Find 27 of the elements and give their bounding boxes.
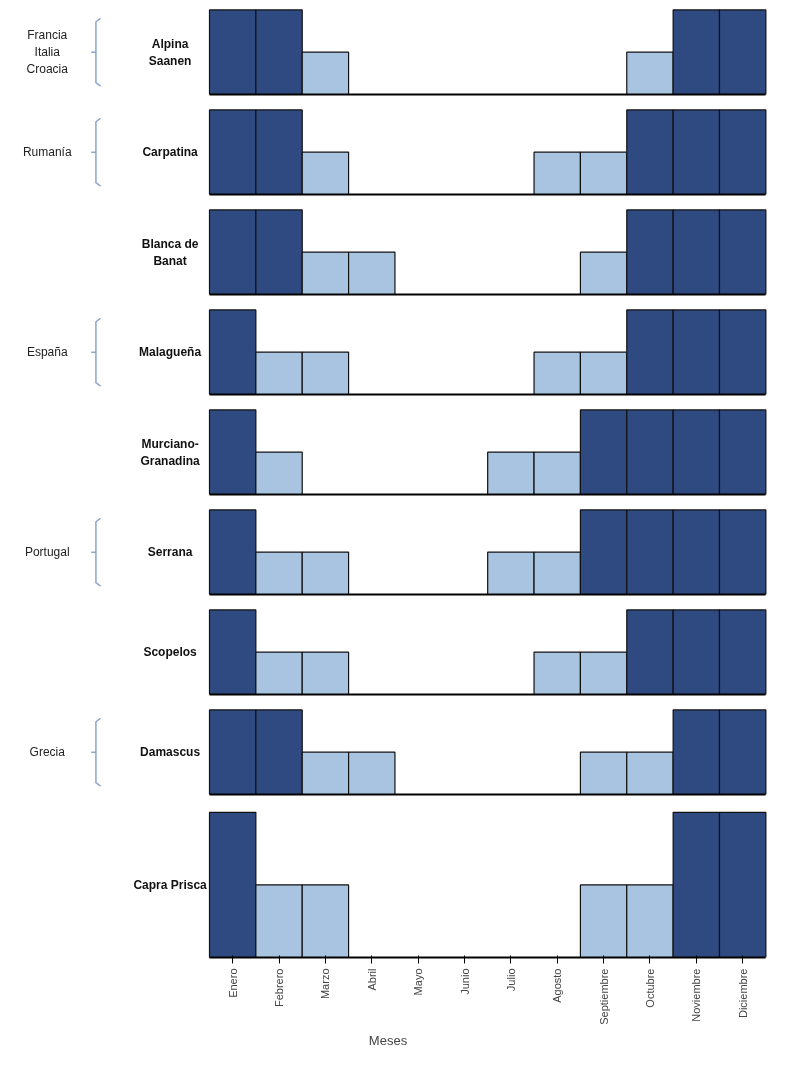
x-tick-label: Marzo (319, 968, 332, 1000)
y-axis-title: Damascus (140, 745, 201, 760)
text: Portugal (24, 545, 70, 560)
x-tick-label: Febrero (273, 968, 286, 1008)
x-tick-label: Agosto (551, 968, 564, 1003)
y-axis-title: Capra Prisca (133, 877, 208, 892)
x-tick-label: Junio (458, 968, 471, 995)
x-tick-label: Mayo (412, 968, 425, 996)
x-axis-title: Meses (368, 1032, 408, 1048)
y-axis-title: Murciano- Granadina (140, 436, 201, 468)
text: España (26, 345, 68, 360)
y-axis-title: Malagueña (139, 345, 202, 360)
x-tick-label: Septiembre (597, 968, 610, 1025)
text: Francia Italia Croacia (26, 28, 69, 76)
y-axis-title: Alpina Saanen (148, 36, 192, 68)
text: Rumanía (22, 145, 72, 160)
x-tick-label: Octubre (643, 968, 656, 1008)
x-tick-label: Enero (226, 968, 239, 998)
x-tick-label: Julio (504, 968, 517, 992)
x-tick-label: Diciembre (736, 968, 749, 1019)
x-tick-label: Noviembre (690, 968, 703, 1022)
y-axis-title: Blanca de Banat (141, 236, 199, 268)
y-axis-title: Carpatina (142, 145, 199, 160)
text: Grecia (29, 745, 66, 760)
y-axis-title: Scopelos (143, 645, 198, 660)
y-axis-title: Serrana (147, 545, 193, 560)
x-tick-label: Abril (365, 968, 378, 991)
